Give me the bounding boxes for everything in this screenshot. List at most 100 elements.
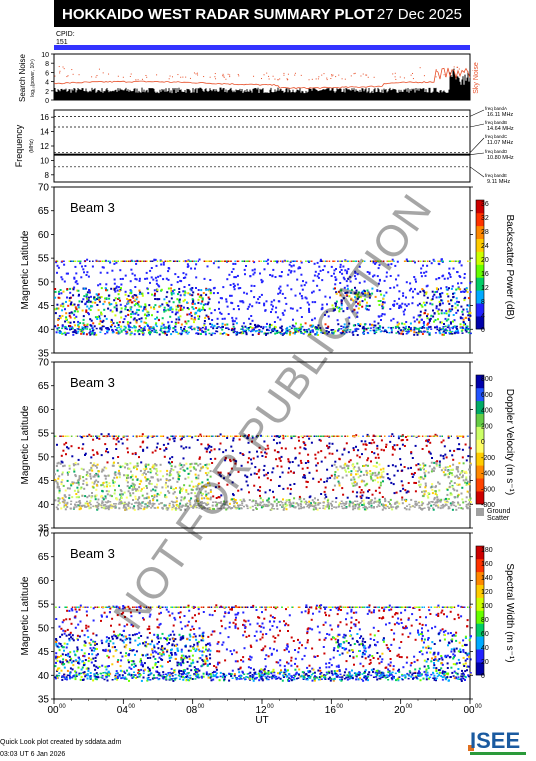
x-tick-superscript: 00 xyxy=(128,704,135,710)
x-tick-superscript: 00 xyxy=(406,704,413,710)
colorbar-tick: 24 xyxy=(481,243,489,250)
sky-noise-label: Sky Noise xyxy=(473,62,480,94)
colorbar-segment xyxy=(476,662,484,676)
colorbar-tick: 0 xyxy=(481,439,485,446)
colorbar-tick: 20 xyxy=(481,659,489,666)
noise-data xyxy=(53,66,471,100)
colorbar-tick: 40 xyxy=(481,645,489,652)
lat-ytick: 45 xyxy=(38,476,50,487)
lat-ylabel: Magnetic Latitude xyxy=(20,405,31,484)
colorbar-tick: 80 xyxy=(481,617,489,624)
colorbar-tick: -400 xyxy=(481,471,495,478)
lat-ytick: 45 xyxy=(38,647,50,658)
colorbar-tick: 8 xyxy=(481,299,485,306)
lat-ytick: 40 xyxy=(38,671,50,682)
colorbar-segment xyxy=(476,387,484,402)
colorbar-label: Backscatter Power (dB) xyxy=(504,214,515,319)
colorbar-segment xyxy=(476,290,484,304)
logo-text: ISEE xyxy=(470,728,520,753)
cpid-value: 151 xyxy=(56,39,68,46)
colorbar-tick: 0 xyxy=(481,327,485,334)
colorbar-segment xyxy=(476,264,484,278)
x-tick-label: 04 xyxy=(117,705,129,716)
freq-band-name: freq bandB xyxy=(485,120,507,125)
freq-band-value: 11.07 MHz xyxy=(487,140,513,146)
beam-label: Beam 3 xyxy=(70,375,115,390)
freq-band-value: 9.11 MHz xyxy=(487,179,510,185)
colorbar-segment xyxy=(476,491,484,505)
lat-ytick: 65 xyxy=(38,552,50,563)
lat-ytick: 55 xyxy=(38,429,50,440)
freq-ytick: 10 xyxy=(40,156,49,165)
colorbar-tick: 0 xyxy=(481,673,485,680)
colorbar-tick: 16 xyxy=(481,271,489,278)
plot-date: 27 Dec 2025 xyxy=(377,6,462,23)
colorbar-segment xyxy=(476,452,484,466)
colorbar-tick: 100 xyxy=(481,603,493,610)
colorbar-segment xyxy=(476,558,484,573)
colorbar-segment xyxy=(476,610,484,624)
colorbar-segment xyxy=(476,546,484,560)
lat-ytick: 60 xyxy=(38,405,50,416)
colorbar-tick: -200 xyxy=(481,455,495,462)
lat-ytick: 60 xyxy=(38,230,50,241)
lat-ytick: 55 xyxy=(38,254,50,265)
freq-ytick: 8 xyxy=(45,171,50,180)
colorbar-tick: -800 xyxy=(481,502,495,509)
x-tick-superscript: 00 xyxy=(198,704,205,710)
freq-ytick: 12 xyxy=(40,142,49,151)
lat-ylabel: Magnetic Latitude xyxy=(20,576,31,655)
colorbar-segment xyxy=(476,413,484,427)
frequency-panel: 8 10 12 14 16 Frequency (MHz) freq bandA16.1… xyxy=(14,106,514,185)
lat-ytick: 40 xyxy=(38,500,50,511)
noise-ylabel: Search Noise xyxy=(18,53,27,102)
freq-ylabel-unit: (MHz) xyxy=(29,139,35,153)
x-tick-superscript: 00 xyxy=(59,704,66,710)
freq-band-name: freq bandE xyxy=(485,173,507,178)
x-tick-superscript: 00 xyxy=(475,704,482,710)
rti-data xyxy=(54,433,472,511)
colorbar-tick: 200 xyxy=(481,423,493,430)
x-tick-label: 00 xyxy=(47,705,59,716)
colorbar-segment xyxy=(476,439,484,453)
x-tick-superscript: 00 xyxy=(336,704,343,710)
beam-label: Beam 3 xyxy=(70,546,115,561)
colorbar-segment xyxy=(476,465,484,479)
lat-ytick: 35 xyxy=(38,349,50,360)
colorbar-segment xyxy=(476,478,484,492)
lat-ytick: 55 xyxy=(38,600,50,611)
colorbar-tick: 800 xyxy=(481,376,493,383)
x-tick-label: 12 xyxy=(255,705,267,716)
colorbar-tick: 400 xyxy=(481,408,493,415)
colorbar-tick: 600 xyxy=(481,392,493,399)
colorbar-segment xyxy=(476,649,484,663)
freq-band-name: freq bandD xyxy=(485,149,508,154)
colorbar-segment xyxy=(476,623,484,637)
colorbar-segment xyxy=(476,597,484,611)
noise-ylabel-sub: log₁₀(power, 10⁶) xyxy=(30,59,36,97)
colorbar-frame xyxy=(475,374,485,505)
lat-ytick: 70 xyxy=(38,183,50,194)
lat-ytick: 70 xyxy=(38,358,50,369)
ground-label: Ground xyxy=(487,508,510,515)
lat-ytick: 35 xyxy=(38,524,50,535)
colorbar-tick: 180 xyxy=(481,547,493,554)
colorbar-frame xyxy=(475,199,485,330)
cpid-label: CPID: xyxy=(56,31,75,38)
colorbar-segment xyxy=(476,225,484,239)
x-tick-label: 08 xyxy=(186,705,198,716)
x-tick-label: 00 xyxy=(463,705,475,716)
colorbar-segment xyxy=(476,400,484,414)
lat-ytick: 65 xyxy=(38,381,50,392)
noise-ytick: 4 xyxy=(45,80,49,87)
colorbar-segment xyxy=(476,251,484,265)
lat-ylabel: Magnetic Latitude xyxy=(20,230,31,309)
colorbar-tick: 60 xyxy=(481,631,489,638)
ground-label-2: Scatter xyxy=(487,515,510,522)
rti-panel-1: Beam 3 35 40 45 50 55 60 65 70 Magnetic Latitude 0… xyxy=(20,183,515,360)
freq-ytick: 16 xyxy=(40,113,49,122)
colorbar-label: Spectral Width (m s⁻¹) xyxy=(504,563,515,662)
colorbar-segment xyxy=(476,316,484,330)
colorbar-segment xyxy=(476,584,484,598)
